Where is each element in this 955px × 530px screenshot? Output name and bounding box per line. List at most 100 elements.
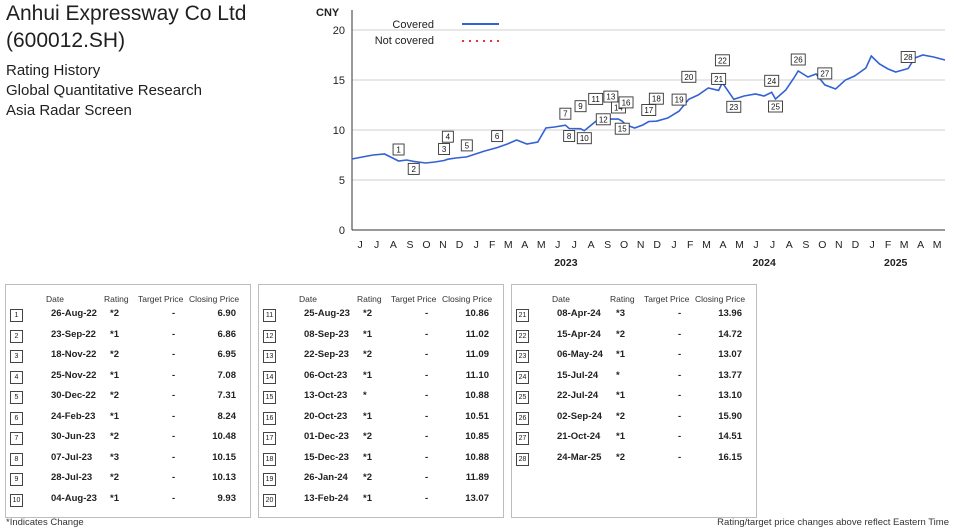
table-row: 17 01-Dec-23 *2 - 10.85 [259,429,503,449]
table-header-rating: Rating [104,294,129,304]
table-row: 22 15-Apr-24 *2 - 14.72 [512,327,756,347]
cell-rating: *2 [110,308,119,319]
rating-index-box: 28 [516,452,529,466]
rating-index-box: 25 [516,391,529,404]
cell-date: 15-Dec-23 [304,451,349,463]
rating-index-box: 18 [263,452,276,466]
cell-close: 6.95 [217,349,237,360]
rating-marker-label: 2 [412,165,417,174]
cell-target: - [678,349,682,360]
cell-target: - [172,390,176,401]
table-row: 18 15-Dec-23 *1 - 10.88 [259,450,503,470]
cell-rating: *2 [110,349,119,360]
cell-rating: *2 [616,451,625,463]
cell-rating: *2 [110,431,119,442]
cell-rating: * [363,390,367,401]
x-month-label: M [900,239,909,251]
cell-close: 10.13 [212,472,236,483]
table-row: 2 23-Sep-22 *1 - 6.86 [6,327,250,347]
rating-index-box: 3 [10,350,23,363]
x-month-label: A [917,239,924,251]
cell-rating: *3 [616,308,625,319]
y-tick-label: 5 [339,175,345,187]
rating-marker-box [648,92,664,105]
rating-marker-box [817,67,833,80]
cell-close: 10.48 [212,431,236,442]
cell-close: 10.86 [465,308,489,319]
subtitle-line-3: Asia Radar Screen [6,102,132,119]
rating-marker-box [714,54,730,67]
rating-index-box: 2 [10,329,23,343]
cell-target: - [425,492,429,504]
rating-marker-box [726,100,742,113]
cell-rating: *1 [110,492,119,504]
table-row: 23 06-May-24 *1 - 13.07 [512,347,756,367]
rating-marker-box [614,122,630,135]
cell-close: 14.51 [718,431,742,442]
cell-rating: *2 [110,390,119,401]
cell-target: - [678,451,682,463]
x-month-label: A [390,239,397,251]
rating-marker-label: 8 [567,132,572,141]
table-row: 24 15-Jul-24 * - 13.77 [512,368,756,388]
y-tick-label: 15 [333,75,345,87]
cell-rating: *1 [110,410,119,422]
cell-date: 04-Aug-23 [51,492,97,504]
cell-close: 10.85 [465,431,489,442]
cell-rating: *2 [110,472,119,483]
table-row: 10 04-Aug-23 *1 - 9.93 [6,491,250,511]
x-month-label: S [604,239,611,251]
cell-date: 06-Oct-23 [304,369,348,381]
cell-target: - [172,349,176,360]
table-header-close: Closing Price [442,294,493,304]
rating-marker-box [491,130,504,143]
x-month-label: J [572,239,577,251]
rating-table-2: Date Rating Target Price Closing Price 11 25-… [258,284,504,518]
company-name: Anhui Expressway Co Ltd [6,2,247,25]
rating-marker-box [764,74,780,87]
cell-date: 30-Dec-22 [51,390,96,401]
table-row: 15 13-Oct-23 * - 10.88 [259,388,503,408]
cell-rating: *1 [363,492,372,504]
cell-target: - [172,472,176,483]
cell-date: 26-Jan-24 [304,472,348,483]
cell-date: 06-May-24 [557,349,603,360]
rating-marker-label: 7 [563,110,568,119]
rating-marker-label: 18 [652,95,661,104]
cell-close: 15.90 [718,410,742,422]
rating-index-box: 15 [263,391,276,404]
table-row: 11 25-Aug-23 *2 - 10.86 [259,306,503,326]
footnote-right: Rating/target price changes above reflec… [717,517,949,528]
cell-close: 16.15 [718,451,742,463]
cell-target: - [425,308,429,319]
table-row: 7 30-Jun-23 *2 - 10.48 [6,429,250,449]
cell-date: 30-Jun-23 [51,431,96,442]
cell-rating: *2 [363,472,372,483]
table-row: 20 13-Feb-24 *1 - 13.07 [259,491,503,511]
cell-close: 10.88 [465,390,489,401]
cell-target: - [425,369,429,381]
cell-rating: *1 [363,451,372,463]
rating-marker-box [768,100,783,113]
rating-index-box: 10 [10,493,23,507]
rating-index-box: 13 [263,350,276,363]
cell-target: - [678,308,682,319]
cell-close: 9.93 [217,492,237,504]
rating-index-box: 14 [263,370,276,384]
x-month-label: N [637,239,645,251]
cell-date: 25-Aug-23 [304,308,350,319]
rating-marker-box [588,92,604,105]
x-month-label: A [786,239,793,251]
cell-target: - [678,328,682,340]
rating-marker-label: 16 [622,98,631,107]
table-header-rating: Rating [357,294,382,304]
rating-marker-label: 12 [599,115,608,124]
table-row: 25 22-Jul-24 *1 - 13.10 [512,388,756,408]
x-month-label: J [770,239,775,251]
cell-date: 25-Nov-22 [51,369,97,381]
cell-rating: *1 [110,369,119,381]
y-tick-label: 0 [339,225,345,237]
table-row: 8 07-Jul-23 *3 - 10.15 [6,450,250,470]
rating-marker-box [460,139,473,152]
